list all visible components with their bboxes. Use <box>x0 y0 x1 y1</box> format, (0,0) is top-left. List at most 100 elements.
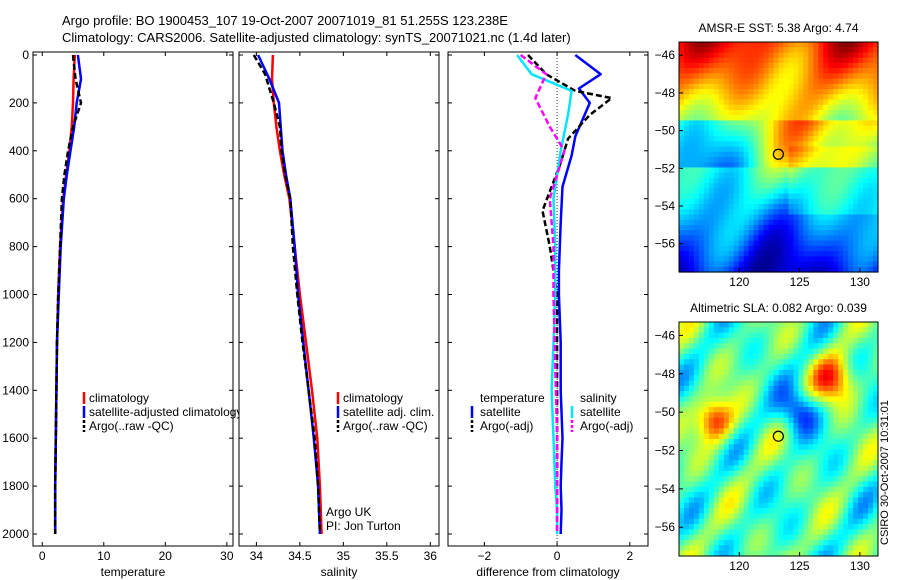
figure-subtitle: Climatology: CARS2006. Satellite-adjuste… <box>62 30 571 45</box>
heatmap-cell <box>768 524 775 531</box>
heatmap-cell <box>823 481 829 488</box>
heatmap-cell <box>828 230 834 237</box>
heatmap-cell <box>823 417 829 424</box>
heatmap-cell <box>743 209 750 216</box>
heatmap-cell <box>718 209 725 216</box>
heatmap-cell <box>808 94 814 101</box>
heatmap-cell <box>803 219 809 226</box>
heatmap-cell <box>679 364 685 371</box>
heatmap-cell <box>733 188 740 195</box>
heatmap-cell <box>758 130 765 137</box>
heatmap-cell <box>738 449 745 456</box>
heatmap-cell <box>843 470 849 477</box>
heatmap-cell <box>718 481 725 488</box>
heatmap-cell <box>873 214 879 221</box>
heatmap-cell <box>783 502 790 509</box>
heatmap-cell <box>693 204 700 210</box>
series-line-magenta <box>519 54 566 534</box>
heatmap-cell <box>783 52 790 59</box>
heatmap-cell <box>703 369 710 376</box>
heatmap-cell <box>728 502 735 509</box>
heatmap-cell <box>679 412 685 419</box>
legend-header: temperature <box>480 391 545 405</box>
heatmap-cell <box>813 369 819 376</box>
heatmap-cell <box>793 439 799 445</box>
heatmap-cell <box>863 157 869 163</box>
heatmap-cell <box>823 375 829 382</box>
heatmap-cell <box>768 209 775 216</box>
heatmap-cell <box>743 47 750 54</box>
heatmap-cell <box>703 449 710 456</box>
heatmap-cell <box>758 204 765 210</box>
heatmap-cell <box>743 454 750 461</box>
heatmap-cell <box>753 183 760 189</box>
heatmap-cell <box>813 47 819 54</box>
heatmap-cell <box>843 251 849 257</box>
heatmap-cell <box>723 167 730 174</box>
heatmap-cell <box>688 465 695 472</box>
heatmap-cell <box>813 120 819 127</box>
heatmap-cell <box>738 52 745 59</box>
heatmap-cell <box>823 513 829 520</box>
heatmap-cell <box>733 52 740 59</box>
heatmap-cell <box>773 417 780 424</box>
heatmap-cell <box>868 73 874 80</box>
heatmap-cell <box>803 428 809 435</box>
heatmap-cell <box>773 261 780 268</box>
heatmap-cell <box>798 348 804 355</box>
heatmap-cell <box>723 369 730 376</box>
heatmap-cell <box>683 177 690 184</box>
heatmap-cell <box>783 348 790 355</box>
heatmap-cell <box>803 62 809 69</box>
heatmap-cell <box>748 481 755 488</box>
heatmap-cell <box>858 204 864 210</box>
heatmap-cell <box>718 204 725 210</box>
heatmap-cell <box>843 423 849 429</box>
heatmap-cell <box>868 332 874 339</box>
heatmap-cell <box>698 47 705 54</box>
heatmap-cell <box>873 251 879 257</box>
heatmap-cell <box>728 209 735 216</box>
y-tick-label: 400 <box>9 144 29 158</box>
heatmap-cell <box>708 492 715 499</box>
heatmap-cell <box>679 550 685 557</box>
heatmap-cell <box>853 364 859 371</box>
heatmap-cell <box>783 188 790 195</box>
heatmap-cell <box>688 109 695 116</box>
heatmap-cell <box>853 369 859 376</box>
heatmap-cell <box>803 183 809 189</box>
heatmap-cell <box>833 412 839 419</box>
heatmap-cell <box>853 540 859 546</box>
heatmap-cell <box>713 62 720 69</box>
heatmap-cell <box>723 251 730 257</box>
heatmap-cell <box>838 78 844 85</box>
heatmap-cell <box>683 57 690 64</box>
heatmap-cell <box>848 120 854 127</box>
heatmap-cell <box>743 204 750 210</box>
heatmap-cell <box>738 209 745 216</box>
heatmap-cell <box>848 348 854 355</box>
heatmap-cell <box>708 214 715 221</box>
heatmap-cell <box>838 162 844 169</box>
heatmap-cell <box>778 470 785 477</box>
heatmap-cell <box>748 380 755 387</box>
heatmap-cell <box>758 508 765 515</box>
heatmap-cell <box>743 115 750 122</box>
heatmap-cell <box>843 188 849 195</box>
heatmap-cell <box>773 481 780 488</box>
heatmap-cell <box>679 219 685 226</box>
heatmap-cell <box>773 444 780 451</box>
x-tick-label: 125 <box>790 559 810 573</box>
heatmap-cell <box>823 125 829 132</box>
heatmap-cell <box>679 540 685 546</box>
heatmap-cell <box>818 120 824 127</box>
heatmap-cell <box>783 73 790 80</box>
heatmap-cell <box>853 327 859 334</box>
heatmap-cell <box>768 183 775 189</box>
heatmap-cell <box>873 89 879 95</box>
heatmap-cell <box>688 167 695 174</box>
heatmap-cell <box>818 68 824 74</box>
heatmap-cell <box>788 251 795 257</box>
heatmap-cell <box>693 214 700 221</box>
